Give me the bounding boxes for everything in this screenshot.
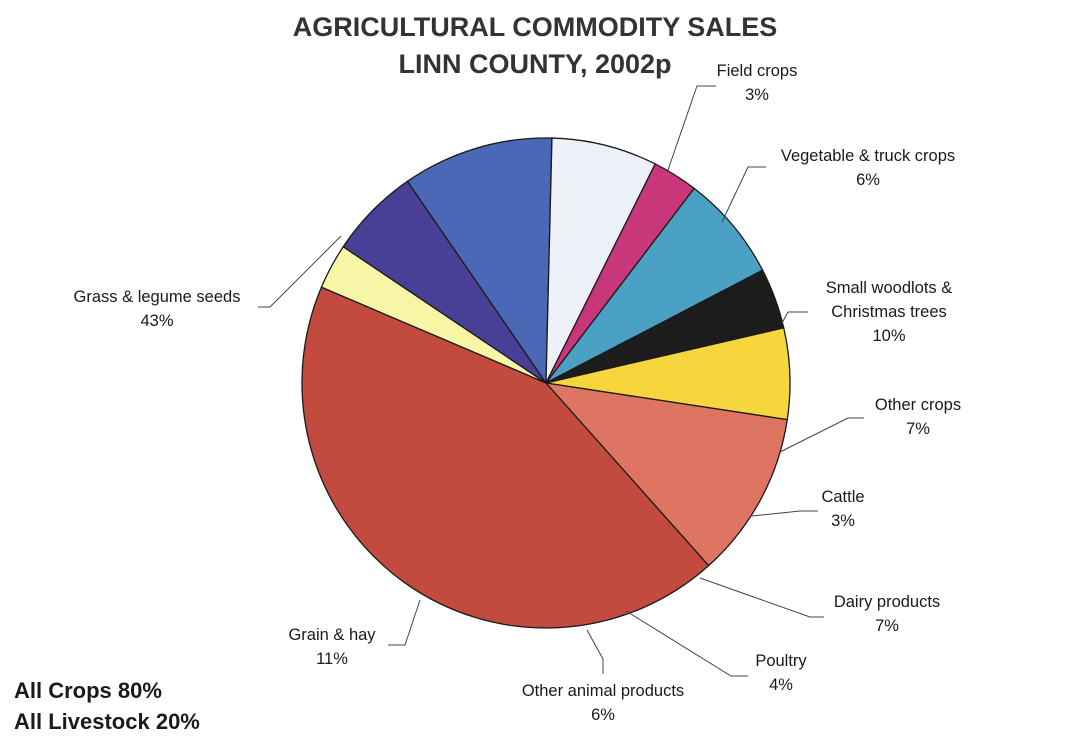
slice-label: Poultry <box>755 652 807 670</box>
slice-value-label: 6% <box>856 171 880 189</box>
slice-value-label: 11% <box>316 650 348 668</box>
slice-value-label: 3% <box>831 512 855 530</box>
slice-value-label: 4% <box>769 676 793 694</box>
slice-labels: Field crops 3% Vegetable & truck crops 6% Sm… <box>74 62 962 724</box>
slice-label: Cattle <box>821 488 864 506</box>
pie-slice-other-crops <box>545 137 657 384</box>
chart-title: AGRICULTURAL COMMODITY SALES <box>293 12 778 42</box>
leader-line <box>625 610 748 677</box>
leader-line <box>667 85 716 171</box>
slice-label: Other animal products <box>522 682 684 700</box>
slice-value-label: 7% <box>875 617 899 635</box>
leader-line <box>586 629 604 674</box>
slice-label: Grain & hay <box>288 626 376 644</box>
leader-line <box>699 577 824 618</box>
leader-lines <box>258 85 864 677</box>
chart-subtitle: LINN COUNTY, 2002p <box>398 49 671 79</box>
leader-line <box>751 510 818 517</box>
slice-value-label: 43% <box>140 312 173 330</box>
slice-value-label: 6% <box>591 706 615 724</box>
pie-slice-dairy-products <box>545 187 764 384</box>
pie-slice-grain-hay <box>544 382 788 567</box>
slice-value-label: 7% <box>906 420 930 438</box>
all-livestock-summary: All Livestock 20% <box>14 709 200 734</box>
pie-slices <box>301 137 791 629</box>
leader-line <box>779 417 864 453</box>
all-crops-summary: All Crops 80% <box>14 678 162 703</box>
slice-label: Dairy products <box>834 593 940 611</box>
leader-line <box>258 235 342 308</box>
pie-slice-small-woodlots <box>406 137 553 386</box>
leader-line <box>388 599 421 646</box>
leader-line <box>721 166 766 223</box>
slice-label: Small woodlots & <box>826 279 953 297</box>
slice-label: Grass & legume seeds <box>74 288 241 306</box>
slice-label: Vegetable & truck crops <box>781 147 955 165</box>
slice-value-label: 3% <box>745 86 769 104</box>
slice-label: Christmas trees <box>831 303 947 321</box>
slice-label: Other crops <box>875 396 961 414</box>
leader-line <box>781 311 808 324</box>
slice-value-label: 10% <box>872 327 905 345</box>
slice-label: Field crops <box>717 62 798 80</box>
